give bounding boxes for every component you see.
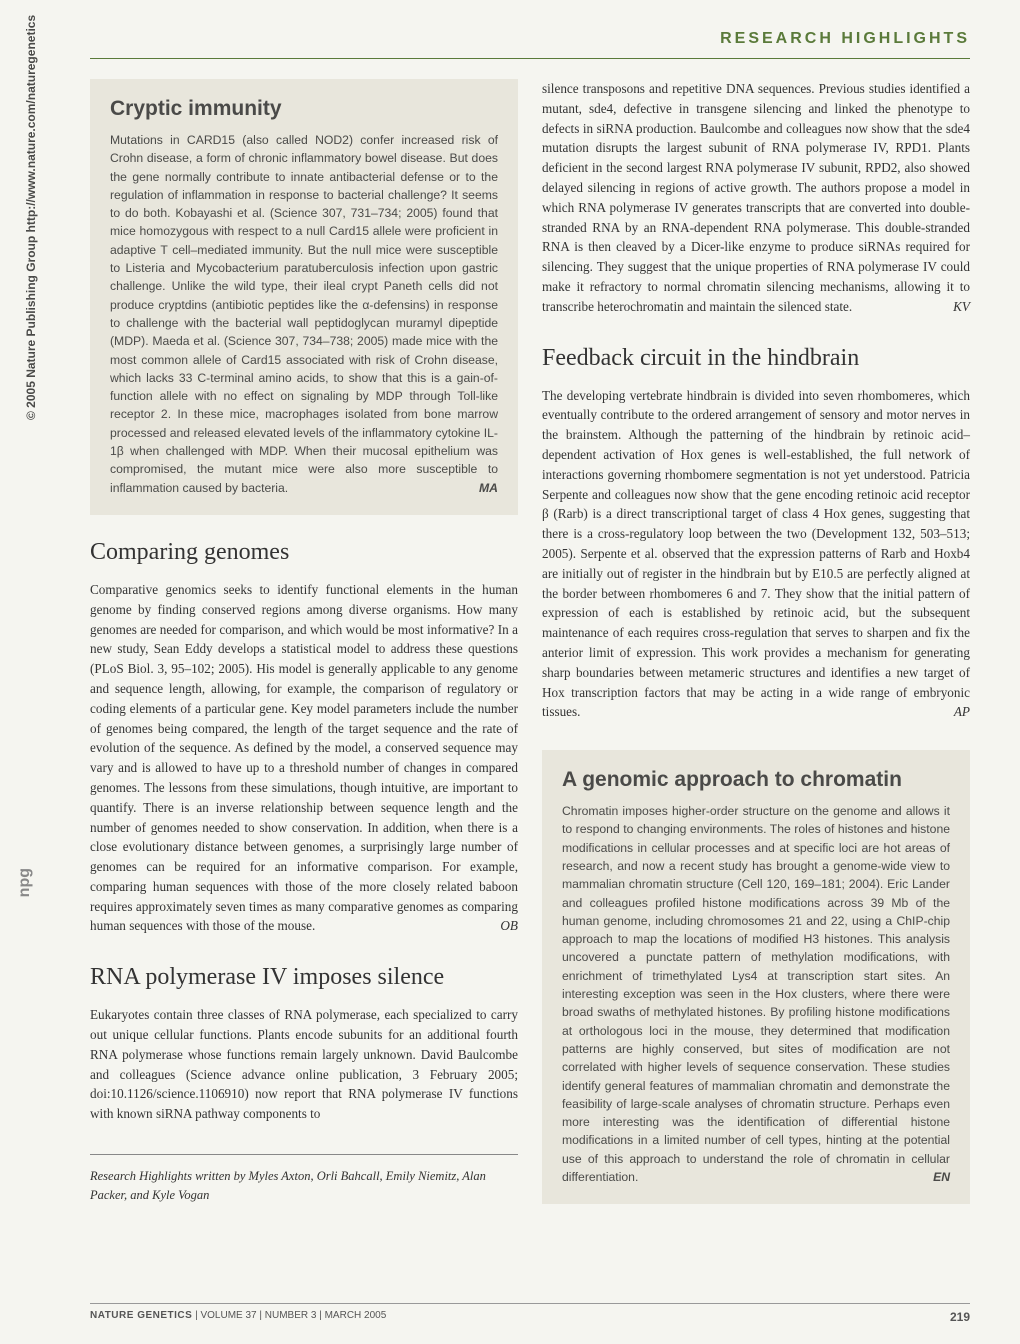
article-body: The developing vertebrate hindbrain is d…: [542, 386, 970, 723]
journal-name: NATURE GENETICS: [90, 1310, 192, 1321]
page-number: 219: [950, 1310, 970, 1324]
author-initials: OB: [500, 916, 518, 936]
article-rna-polymerase-part2: silence transposons and repetitive DNA s…: [542, 79, 970, 317]
article-body: Mutations in CARD15 (also called NOD2) c…: [110, 131, 498, 497]
author-initials: KV: [953, 297, 970, 317]
npg-logo: npg: [16, 868, 34, 897]
page-content: RESEARCH HIGHLIGHTS Cryptic immunity Mut…: [0, 0, 1020, 1248]
two-column-layout: Cryptic immunity Mutations in CARD15 (al…: [90, 79, 970, 1228]
research-highlights-credits: Research Highlights written by Myles Axt…: [90, 1154, 518, 1205]
author-initials: AP: [954, 702, 970, 722]
article-feedback-circuit: Feedback circuit in the hindbrain The de…: [542, 345, 970, 723]
article-title: A genomic approach to chromatin: [562, 768, 950, 792]
copyright-sidebar: © 2005 Nature Publishing Group http://ww…: [24, 15, 38, 420]
article-comparing-genomes: Comparing genomes Comparative genomics s…: [90, 539, 518, 936]
issue-info: | VOLUME 37 | NUMBER 3 | MARCH 2005: [195, 1310, 386, 1321]
article-body: silence transposons and repetitive DNA s…: [542, 79, 970, 317]
article-body: Eukaryotes contain three classes of RNA …: [90, 1005, 518, 1124]
author-initials: MA: [479, 479, 498, 497]
article-title: Cryptic immunity: [110, 97, 498, 121]
article-rna-polymerase-part1: RNA polymerase IV imposes silence Eukary…: [90, 964, 518, 1124]
article-title: RNA polymerase IV imposes silence: [90, 964, 518, 991]
footer-citation: NATURE GENETICS | VOLUME 37 | NUMBER 3 |…: [90, 1310, 386, 1324]
article-genomic-chromatin: A genomic approach to chromatin Chromati…: [542, 750, 970, 1204]
left-column: Cryptic immunity Mutations in CARD15 (al…: [90, 79, 518, 1228]
author-initials: EN: [933, 1168, 950, 1186]
article-title: Comparing genomes: [90, 539, 518, 566]
article-body: Chromatin imposes higher-order structure…: [562, 802, 950, 1186]
section-header: RESEARCH HIGHLIGHTS: [90, 30, 970, 59]
right-column: silence transposons and repetitive DNA s…: [542, 79, 970, 1228]
page-footer: NATURE GENETICS | VOLUME 37 | NUMBER 3 |…: [90, 1303, 970, 1324]
article-title: Feedback circuit in the hindbrain: [542, 345, 970, 372]
article-cryptic-immunity: Cryptic immunity Mutations in CARD15 (al…: [90, 79, 518, 515]
article-body: Comparative genomics seeks to identify f…: [90, 580, 518, 936]
